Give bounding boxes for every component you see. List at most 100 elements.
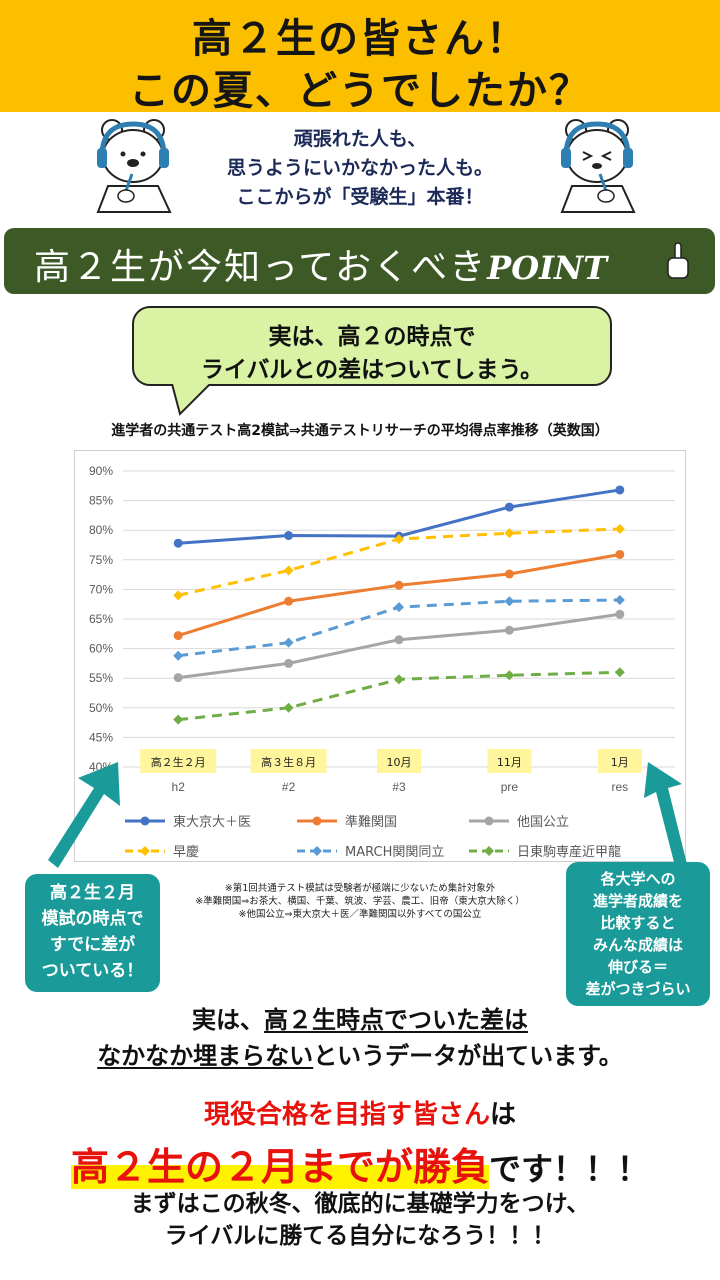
y-tick-label: 45% [89, 730, 113, 744]
note-1: ※第1回共通テスト模試は受験者が極端に少ないため集計対象外 [224, 883, 496, 894]
callout-left-line-4: ついている！ [41, 961, 144, 981]
header-line-1: 高２生の皆さん！ [192, 16, 528, 62]
data-point [504, 502, 514, 512]
x-tick-label: #3 [392, 780, 406, 794]
y-tick-label: 75% [89, 553, 113, 567]
conclusion-line-2: なかなか埋まらないというデータが出ています。 [97, 1042, 623, 1070]
legend-label: 日東駒専産近甲龍 [517, 844, 621, 860]
intro-line-2: 思うようにいかなかった人も。 [226, 157, 493, 179]
point-banner: 高２生が今知っておくべきPOINT [4, 228, 715, 294]
conclusion-line-1: 実は、高２生時点でついた差は [192, 1006, 528, 1034]
legend-marker [140, 846, 150, 856]
legend-label: 準難関国 [345, 814, 397, 830]
callout-right-line-2: 進学者成績を [592, 892, 683, 910]
callout-left-line-2: 模試の時点で [41, 909, 144, 929]
intro-line-3: ここからが「受験生」本番！ [236, 186, 484, 208]
data-point [284, 658, 294, 668]
x-annotation-box [250, 749, 327, 773]
line-chart: 40%45%50%55%60%65%70%75%80%85%90%高２生２月h2… [89, 464, 675, 860]
data-point [284, 531, 294, 541]
callout-right: 各大学への 進学者成績を 比較すると みんな成績は 伸びる＝ 差がつきづらい [566, 862, 710, 1006]
legend-marker [140, 816, 150, 826]
x-annotation-box [140, 749, 217, 773]
bear-tired-icon [560, 119, 636, 213]
arrow-up-right-icon [644, 762, 688, 870]
legend-marker [312, 816, 322, 826]
callout-right-line-3: 比較すると [600, 914, 676, 932]
note-3: ※他国公立⇒東大京大＋医／準難関国以外すべての国公立 [238, 909, 482, 920]
x-annotation-label: 高２生２月 [151, 755, 206, 769]
conclusion-line-6: ライバルに勝てる自分になろう！！！ [164, 1223, 556, 1249]
data-point [283, 702, 294, 713]
data-point [173, 538, 183, 548]
point-label: POINT [487, 249, 608, 287]
callout-left: 高２生２月 模試の時点で すでに差が ついている！ [25, 874, 160, 992]
point-banner-text: 高２生が今知っておくべきPOINT [34, 247, 608, 288]
intro-line-1: 頑張れた人も、 [293, 128, 427, 150]
data-point [173, 590, 184, 601]
legend-marker [484, 846, 494, 856]
x-annotation-label: 1月 [611, 756, 629, 769]
data-point [614, 524, 625, 535]
bubble-line-1: 実は、高２の時点で [268, 324, 476, 350]
x-tick-label: h2 [172, 780, 186, 794]
callout-left-line-3: すでに差が [49, 935, 136, 955]
data-point [283, 637, 294, 648]
data-point [394, 602, 404, 613]
conclusion-line-5: まずはこの秋冬、徹底的に基礎学力をつけ、 [130, 1191, 590, 1217]
x-annotation-label: 高３生８月 [261, 755, 316, 769]
data-point [614, 595, 625, 606]
legend-label: 東大京大＋医 [173, 814, 251, 830]
data-point [504, 569, 514, 579]
y-tick-label: 80% [89, 523, 113, 537]
data-point [504, 528, 515, 539]
bear-studying-icon [96, 119, 172, 213]
y-tick-label: 85% [89, 494, 113, 508]
callout-right-line-6: 差がつきづらい [585, 980, 691, 998]
x-tick-label: pre [501, 780, 519, 794]
x-annotation-box [597, 749, 642, 773]
data-point [173, 714, 184, 725]
data-point [283, 565, 294, 576]
callout-right-line-4: みんな成績は [592, 936, 683, 954]
speech-bubble-tail [171, 384, 211, 416]
header-banner: 高２生の皆さん！ この夏、どうでしたか？ [0, 0, 720, 114]
callout-right-line-5: 伸びる＝ [607, 958, 668, 976]
data-point [504, 670, 515, 681]
x-tick-label: res [611, 780, 628, 794]
legend-label: 早慶 [173, 845, 199, 860]
data-point [173, 673, 183, 683]
y-tick-label: 65% [89, 612, 113, 626]
header-line-2: この夏、どうでしたか？ [129, 68, 591, 114]
y-tick-label: 60% [89, 642, 113, 656]
callout-left-line-1: 高２生２月 [50, 883, 135, 903]
data-point [504, 596, 515, 607]
chart-title: 進学者の共通テスト高2模試⇒共通テストリサーチの平均得点率推移（英数国） [111, 423, 609, 439]
x-annotation-label: 10月 [387, 756, 412, 769]
x-annotation-box [487, 749, 532, 773]
y-tick-label: 70% [89, 582, 113, 596]
conclusion-line-4: 高２生の２月までが勝負です！！！ [70, 1145, 650, 1189]
callout-right-line-1: 各大学への [600, 870, 676, 888]
legend-marker [312, 846, 322, 856]
data-point [284, 596, 294, 606]
legend-label: MARCH関関同立 [345, 845, 444, 860]
data-point [504, 625, 514, 635]
data-point [614, 667, 625, 678]
y-tick-label: 90% [89, 464, 113, 478]
data-point [173, 631, 183, 641]
data-point [394, 534, 404, 545]
x-tick-label: #2 [282, 780, 296, 794]
arrow-up-left-icon [48, 762, 120, 868]
data-point [615, 485, 625, 495]
y-tick-label: 55% [89, 671, 113, 685]
note-2: ※準難関国⇒お茶大、横国、千葉、筑波、学芸、農工、旧帝（東大京大除く） [195, 896, 525, 907]
legend-marker [484, 816, 494, 826]
legend-label: 他国公立 [517, 815, 569, 830]
y-tick-label: 50% [89, 701, 113, 715]
pointing-hand-icon [667, 242, 689, 279]
chart-frame: 40% 45% 50% 55% 60% 65% 70% 75% 80% 85% 90% 高２生２月 h2… [74, 450, 686, 862]
series-line [178, 612, 621, 680]
x-annotation-label: 11月 [497, 756, 522, 769]
conclusion-line-3: 現役合格を目指す皆さんは [203, 1100, 517, 1130]
